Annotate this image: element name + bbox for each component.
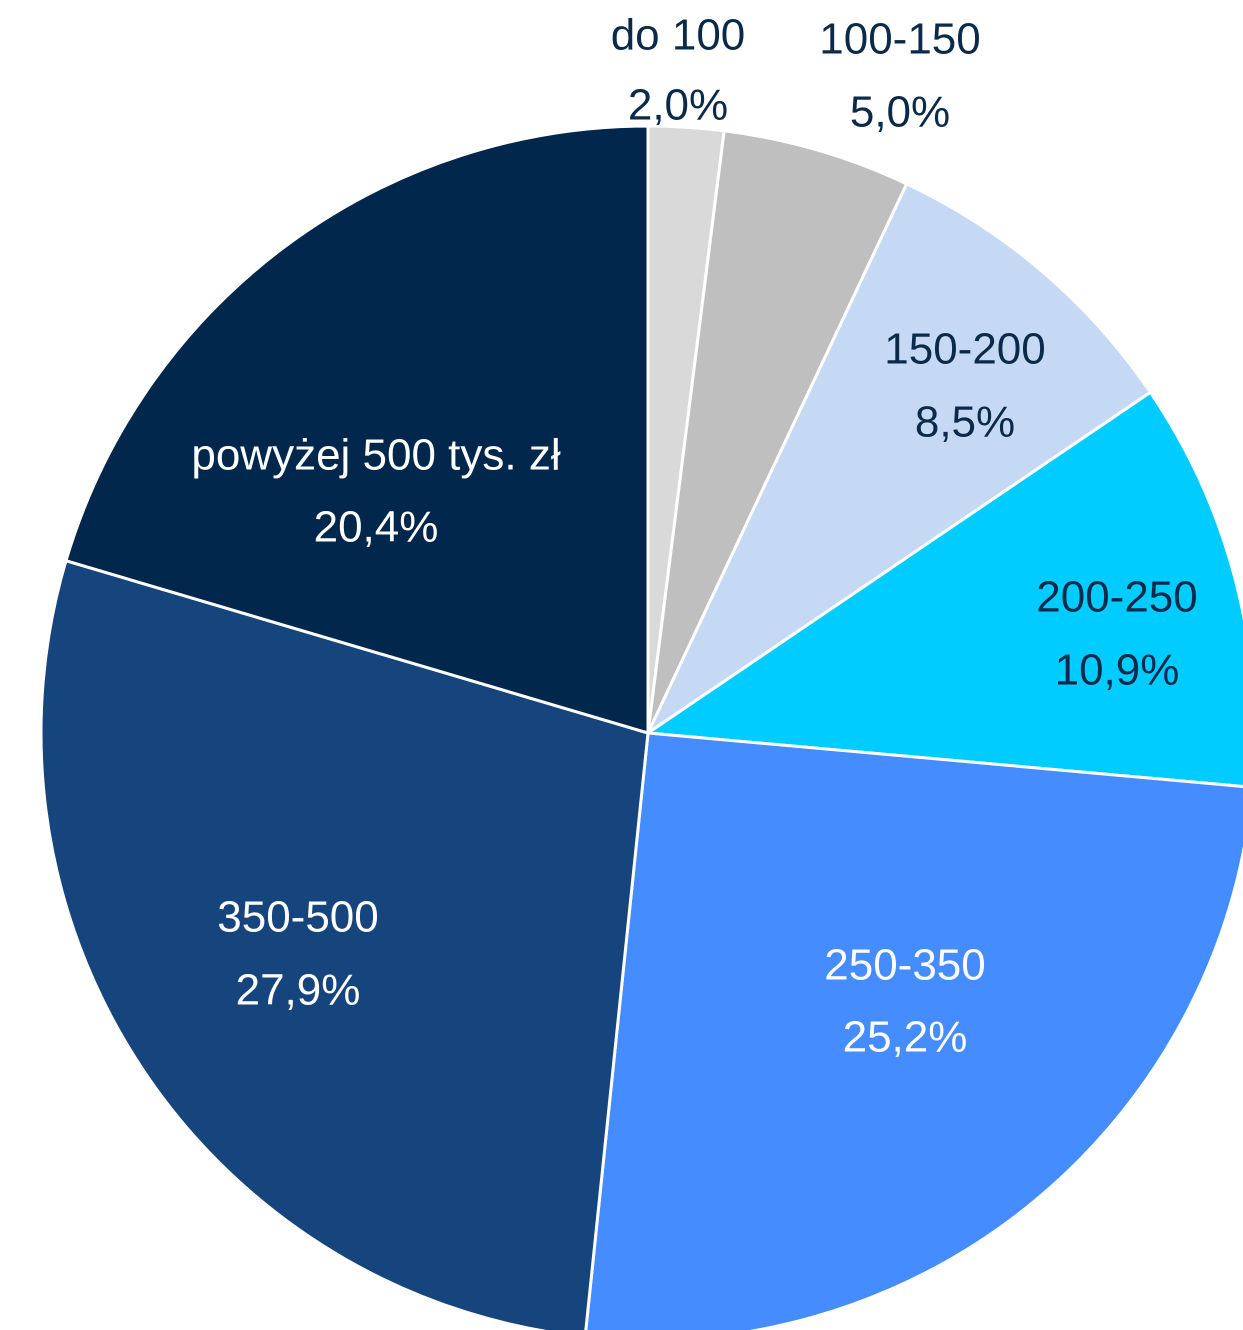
slice-label: 200-250: [1036, 573, 1197, 622]
pie-slice: [584, 731, 1243, 1330]
value-label: 25,2%: [843, 1013, 968, 1062]
value-label: 10,9%: [1055, 646, 1180, 695]
slice-label: 350-500: [217, 893, 378, 942]
pie-slice: [39, 558, 650, 1330]
pie-slice: [64, 124, 650, 736]
value-label: 5,0%: [850, 88, 950, 137]
slice-label: 150-200: [884, 325, 1045, 374]
slice-label: 250-350: [824, 941, 985, 990]
slice-label: powyżej 500 tys. zł: [191, 431, 560, 480]
value-label: 8,5%: [915, 398, 1015, 447]
pie-slice: [643, 390, 1243, 788]
slice-label: 100-150: [819, 15, 980, 64]
pie-slice: [646, 129, 909, 734]
value-label: 2,0%: [628, 81, 728, 130]
value-label: 27,9%: [236, 966, 361, 1015]
value-label: 20,4%: [314, 503, 439, 552]
pie-slice: [644, 181, 1153, 738]
slice-label: do 100: [611, 11, 746, 60]
